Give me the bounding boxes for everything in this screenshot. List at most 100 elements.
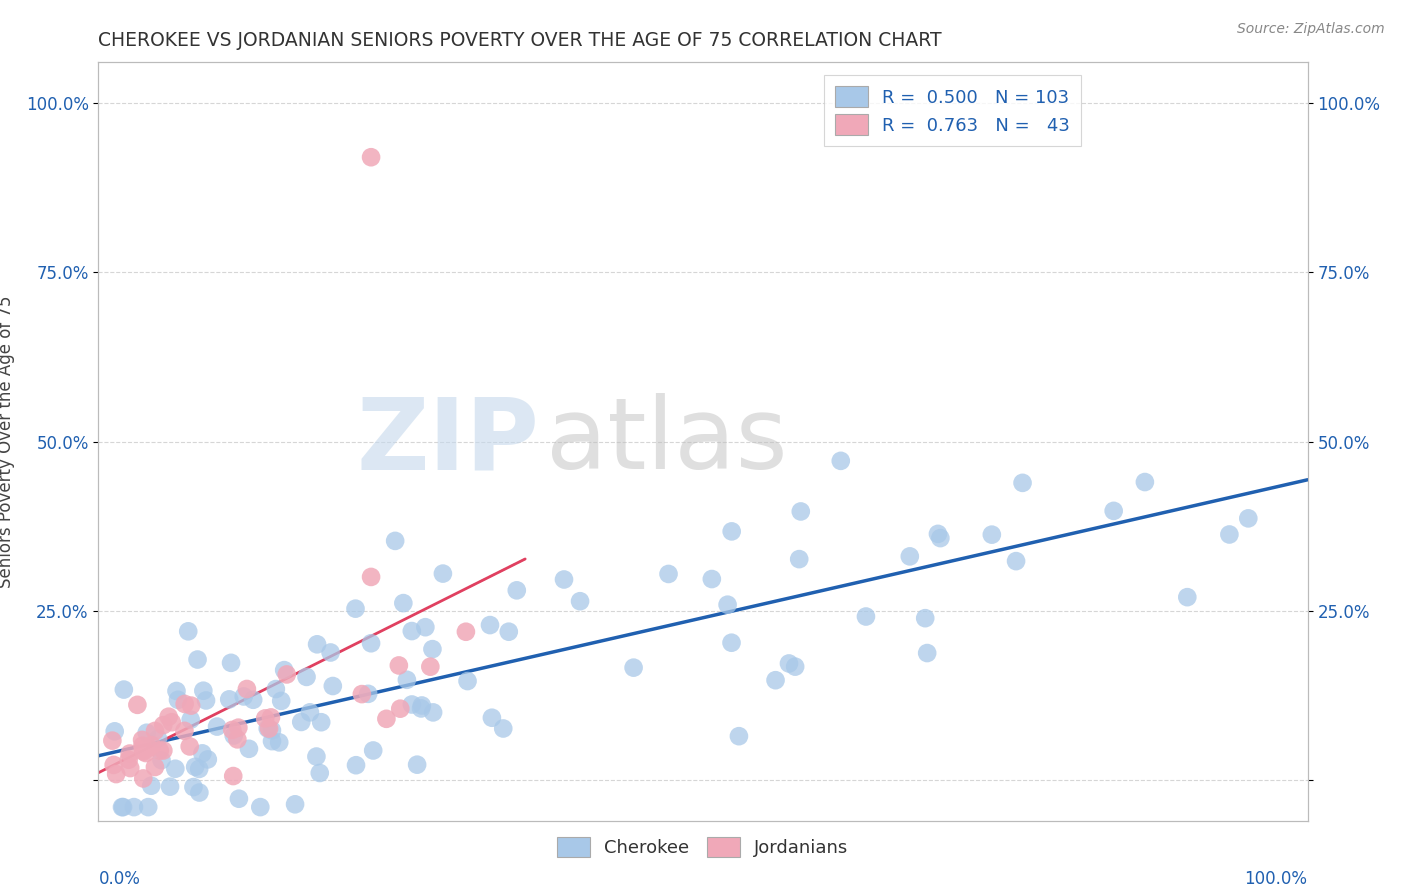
Point [1005, 554, 1028, 568]
Y-axis label: Seniors Poverty Over the Age of 75: Seniors Poverty Over the Age of 75 [0, 295, 14, 588]
Point [419, 659, 441, 673]
Point [150, 753, 173, 767]
Point [344, 601, 367, 615]
Point [357, 687, 380, 701]
Point [716, 598, 738, 612]
Point [180, 698, 202, 713]
Point [132, 772, 155, 786]
Point [422, 706, 444, 720]
Point [384, 533, 406, 548]
Point [392, 596, 415, 610]
Point [700, 572, 723, 586]
Point [226, 732, 249, 747]
Point [143, 723, 166, 738]
Point [295, 670, 318, 684]
Point [269, 735, 291, 749]
Point [929, 531, 952, 545]
Point [1218, 527, 1240, 541]
Point [454, 624, 477, 639]
Point [132, 745, 155, 759]
Point [112, 682, 135, 697]
Point [980, 527, 1002, 541]
Point [389, 701, 412, 715]
Point [375, 712, 398, 726]
Point [898, 549, 921, 564]
Point [195, 693, 218, 707]
Point [308, 766, 330, 780]
Point [553, 573, 575, 587]
Point [457, 674, 479, 689]
Point [728, 729, 751, 743]
Point [506, 583, 529, 598]
Point [765, 673, 787, 688]
Point [222, 729, 245, 743]
Point [344, 758, 367, 772]
Point [270, 694, 292, 708]
Point [105, 767, 128, 781]
Point [103, 758, 125, 772]
Point [205, 720, 228, 734]
Point [191, 747, 214, 761]
Point [141, 738, 163, 752]
Point [152, 718, 174, 732]
Point [131, 739, 153, 753]
Text: 0.0%: 0.0% [98, 870, 141, 888]
Point [406, 757, 429, 772]
Text: CHEROKEE VS JORDANIAN SENIORS POVERTY OVER THE AGE OF 75 CORRELATION CHART: CHEROKEE VS JORDANIAN SENIORS POVERTY OV… [98, 30, 942, 50]
Point [1237, 511, 1260, 525]
Point [309, 715, 332, 730]
Point [260, 734, 283, 748]
Point [112, 800, 135, 814]
Point [855, 609, 877, 624]
Point [264, 681, 287, 696]
Point [188, 762, 211, 776]
Point [305, 749, 328, 764]
Point [136, 800, 159, 814]
Text: 100.0%: 100.0% [1244, 870, 1308, 888]
Point [569, 594, 592, 608]
Point [361, 743, 384, 757]
Point [143, 760, 166, 774]
Point [307, 637, 329, 651]
Point [778, 657, 800, 671]
Point [256, 722, 278, 736]
Point [167, 693, 190, 707]
Point [179, 739, 201, 754]
Point [165, 762, 187, 776]
Point [193, 683, 215, 698]
Point [249, 800, 271, 814]
Point [914, 611, 936, 625]
Point [131, 732, 153, 747]
Point [183, 780, 205, 794]
Point [160, 715, 183, 730]
Point [360, 570, 382, 584]
Text: atlas: atlas [546, 393, 787, 490]
Point [1011, 475, 1033, 490]
Point [173, 697, 195, 711]
Point [1133, 475, 1156, 489]
Point [197, 752, 219, 766]
Point [146, 731, 169, 746]
Point [111, 800, 134, 814]
Point [232, 690, 254, 704]
Point [157, 709, 180, 723]
Point [915, 646, 938, 660]
Point [322, 679, 344, 693]
Point [623, 660, 645, 674]
Point [120, 761, 142, 775]
Point [401, 624, 423, 638]
Point [830, 454, 852, 468]
Point [1102, 504, 1125, 518]
Point [122, 800, 145, 814]
Point [388, 658, 411, 673]
Point [152, 743, 174, 757]
Point [498, 624, 520, 639]
Point [149, 743, 172, 757]
Point [118, 753, 141, 767]
Point [219, 656, 242, 670]
Point [411, 701, 433, 715]
Point [222, 769, 245, 783]
Point [118, 747, 141, 761]
Point [720, 524, 742, 539]
Point [132, 743, 155, 757]
